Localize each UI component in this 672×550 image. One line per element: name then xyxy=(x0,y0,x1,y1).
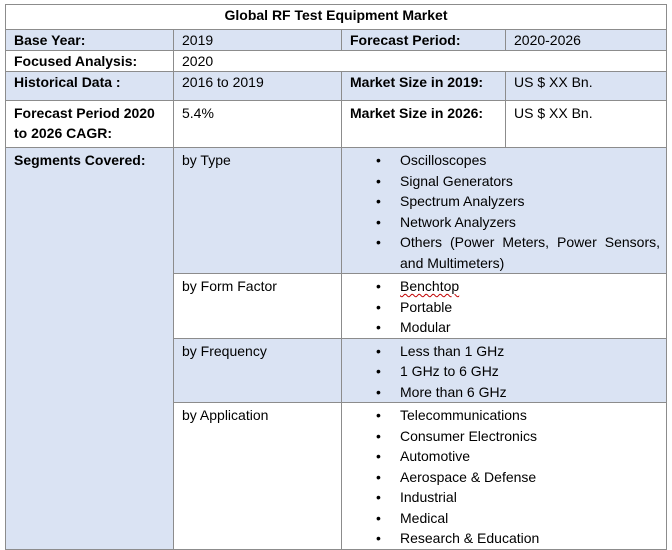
bullet-icon: • xyxy=(376,448,381,464)
segment-item: Others (Power Meters, Power Sensors, and… xyxy=(400,234,660,271)
bullet-icon: • xyxy=(376,383,381,400)
cagr-label-line1: Forecast Period 2020 xyxy=(14,105,155,121)
bullet-icon: • xyxy=(376,298,381,315)
segment-item: More than 6 GHz xyxy=(400,383,507,400)
segments-covered-label: Segments Covered: xyxy=(5,147,174,550)
list-item: • Aerospace & Defense xyxy=(376,467,658,488)
list-item: • Oscilloscopes xyxy=(376,150,660,171)
market-size-2026-value: US $ XX Bn. xyxy=(505,100,667,148)
focused-analysis-value: 2020 xyxy=(173,50,667,72)
bullet-icon: • xyxy=(376,427,381,444)
segment-frequency-label: by Frequency xyxy=(173,337,342,403)
historical-data-label: Historical Data : xyxy=(5,71,174,101)
bullet-icon: • xyxy=(376,407,381,423)
list-item: • Benchtop xyxy=(376,276,658,297)
cagr-value: 5.4% xyxy=(173,100,342,148)
bullet-icon: • xyxy=(376,234,381,250)
segment-item: Benchtop xyxy=(400,278,460,294)
cagr-label: Forecast Period 2020 to 2026 CAGR: xyxy=(5,100,174,148)
base-year-value: 2019 xyxy=(173,29,342,51)
bullet-icon: • xyxy=(376,342,381,359)
market-size-2026-label: Market Size in 2026: xyxy=(341,100,506,148)
list-item: • Automotive xyxy=(376,446,658,467)
segment-item: Research & Education xyxy=(400,530,540,546)
bullet-icon: • xyxy=(376,172,381,189)
bullet-icon: • xyxy=(376,152,381,168)
segment-item: Oscilloscopes xyxy=(400,152,487,168)
historical-data-value: 2016 to 2019 xyxy=(173,71,342,101)
bullet-icon: • xyxy=(376,468,381,485)
segment-form-factor-list: • Benchtop • Portable • Modular xyxy=(341,273,667,339)
segment-item: Industrial xyxy=(400,489,457,505)
forecast-period-label: Forecast Period: xyxy=(341,29,506,51)
segment-item: Signal Generators xyxy=(400,172,513,189)
segment-form-factor-label: by Form Factor xyxy=(173,273,342,339)
table-title: Global RF Test Equipment Market xyxy=(5,4,667,30)
segment-item: Consumer Electronics xyxy=(400,427,537,444)
market-size-2019-label: Market Size in 2019: xyxy=(341,71,506,101)
forecast-period-value: 2020-2026 xyxy=(505,29,667,51)
segment-item: Less than 1 GHz xyxy=(400,342,505,359)
bullet-icon: • xyxy=(376,213,381,230)
list-item: • Consumer Electronics xyxy=(376,426,658,447)
bullet-icon: • xyxy=(376,319,381,335)
segment-item: Modular xyxy=(400,319,451,335)
segment-item: Automotive xyxy=(400,448,471,464)
list-item: • Industrial xyxy=(376,487,658,508)
bullet-icon: • xyxy=(376,193,381,209)
list-item: • Modular xyxy=(376,317,658,338)
segment-item: Network Analyzers xyxy=(400,213,516,230)
segment-item: Telecommunications xyxy=(400,407,527,423)
market-size-2019-value: US $ XX Bn. xyxy=(505,71,667,101)
bullet-icon: • xyxy=(376,489,381,505)
bullet-icon: • xyxy=(376,509,381,526)
list-item: • Network Analyzers xyxy=(376,212,660,233)
segment-application-label: by Application xyxy=(173,402,342,550)
segment-item: Medical xyxy=(400,509,449,526)
list-item: • Portable xyxy=(376,297,658,318)
segment-application-list: • Telecommunications • Consumer Electronic… xyxy=(341,402,667,550)
bullet-icon: • xyxy=(376,363,381,379)
list-item: • Others (Power Meters, Power Sensors, an… xyxy=(376,232,660,273)
segment-type-label: by Type xyxy=(173,147,342,274)
segment-item: Spectrum Analyzers xyxy=(400,193,525,209)
base-year-label: Base Year: xyxy=(5,29,174,51)
list-item: • Research & Education xyxy=(376,528,658,549)
bullet-icon: • xyxy=(376,530,381,546)
list-item: • More than 6 GHz xyxy=(376,382,658,403)
cagr-label-line2: to 2026 CAGR: xyxy=(14,125,113,141)
list-item: • Telecommunications xyxy=(376,405,658,426)
segment-item: 1 GHz to 6 GHz xyxy=(400,363,499,379)
bullet-icon: • xyxy=(376,278,381,294)
market-summary-table: Global RF Test Equipment Market Base Yea… xyxy=(5,4,667,550)
list-item: • Less than 1 GHz xyxy=(376,341,658,362)
segment-item: Aerospace & Defense xyxy=(400,468,537,485)
segment-type-list: • Oscilloscopes • Signal Generators • Spect… xyxy=(341,147,667,274)
list-item: • 1 GHz to 6 GHz xyxy=(376,361,658,382)
list-item: • Spectrum Analyzers xyxy=(376,191,660,212)
list-item: • Medical xyxy=(376,508,658,529)
list-item: • Signal Generators xyxy=(376,171,660,192)
segment-item: Portable xyxy=(400,298,453,315)
segment-frequency-list: • Less than 1 GHz • 1 GHz to 6 GHz • More t… xyxy=(341,337,667,403)
focused-analysis-label: Focused Analysis: xyxy=(5,50,174,72)
